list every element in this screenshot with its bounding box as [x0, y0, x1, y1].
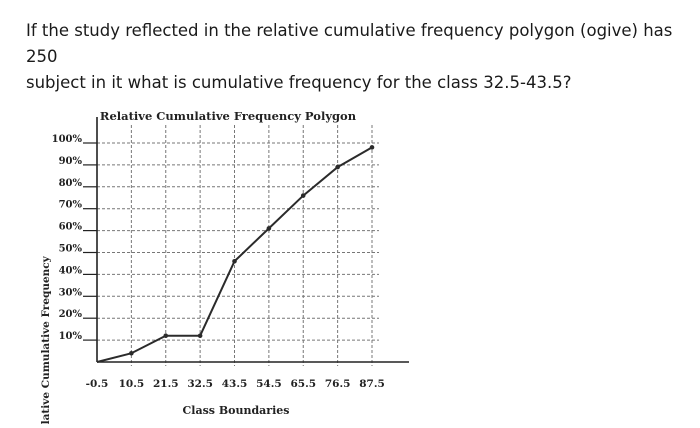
ogive-point	[163, 333, 169, 339]
ogive-point	[266, 226, 272, 231]
ogive-point	[300, 193, 306, 198]
ogive-point	[129, 350, 134, 356]
y-tick-label: 50%	[59, 244, 83, 255]
tick-labels: 10% 20% 30% 40% 50% 60% 70% 80% 90% 100% -0.5 10.5 2…	[52, 134, 385, 390]
x-tick-label: 43.5	[222, 378, 248, 390]
y-tick-label: 10%	[59, 331, 83, 342]
x-tick-label: 10.5	[119, 378, 145, 390]
chart-svg: Relative Cumulative Frequency Polygon Re…	[40, 109, 409, 428]
question-text: If the study reflected in the relative c…	[26, 18, 686, 96]
ogive-line	[96, 146, 373, 363]
ogive-point	[335, 164, 340, 170]
x-tick-label: 21.5	[153, 378, 179, 390]
axes	[96, 117, 409, 363]
ogive-point	[197, 333, 203, 339]
y-tick-label: 40%	[59, 265, 83, 276]
chart-title: Relative Cumulative Frequency Polygon	[100, 109, 357, 123]
y-axis-label: Relative Cumulative Frequency	[40, 255, 52, 424]
x-tick-label: 76.5	[325, 378, 351, 390]
x-tick-label: 54.5	[256, 378, 282, 390]
question-line-2: subject in it what is cumulative frequen…	[26, 73, 572, 92]
y-tick-label: 30%	[59, 287, 83, 298]
y-tick-label: 70%	[59, 200, 83, 211]
y-tick-label: 80%	[59, 178, 83, 189]
ogive-point	[369, 145, 375, 150]
y-tick-label: 60%	[59, 222, 83, 233]
ogive-chart: Relative Cumulative Frequency Polygon Re…	[0, 90, 700, 428]
x-tick-label: 32.5	[187, 378, 213, 390]
question-line-1: If the study reflected in the relative c…	[26, 21, 673, 66]
x-tick-label: 87.5	[359, 378, 385, 390]
ogive-point	[232, 258, 237, 264]
series-line	[96, 145, 375, 363]
x-tick-label: -0.5	[86, 378, 109, 390]
x-tick-label: 65.5	[290, 378, 316, 390]
x-axis-label: Class Boundaries	[183, 404, 290, 417]
grid	[83, 125, 379, 366]
y-tick-label: 20%	[59, 309, 83, 320]
y-tick-label: 100%	[52, 134, 83, 145]
y-tick-label: 90%	[59, 156, 83, 167]
